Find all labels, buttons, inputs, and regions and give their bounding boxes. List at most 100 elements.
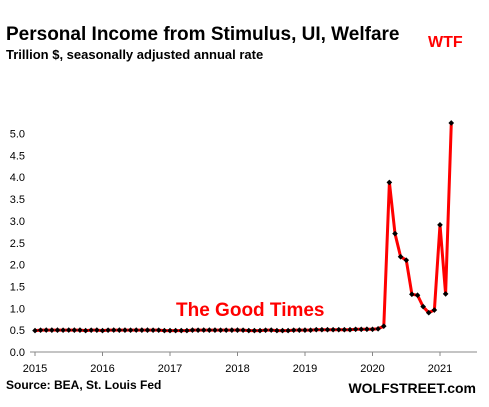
data-point-marker	[335, 326, 342, 333]
data-point-marker	[234, 327, 241, 333]
data-point-marker	[313, 326, 320, 333]
data-point-marker	[65, 327, 72, 333]
data-point-marker	[88, 327, 95, 333]
data-point-marker	[144, 327, 151, 333]
data-point-marker	[285, 327, 291, 334]
data-point-marker	[139, 327, 145, 333]
data-point-marker	[296, 327, 303, 333]
data-point-marker	[133, 327, 140, 333]
data-point-marker	[324, 326, 331, 333]
data-point-marker	[99, 327, 106, 334]
data-point-marker	[448, 120, 455, 126]
x-axis-ticks: 2015 2016 2017 2018 2019 2020 2021	[23, 352, 452, 375]
data-point-marker	[32, 327, 38, 334]
data-point-marker	[189, 327, 196, 333]
data-point-marker	[262, 327, 269, 333]
data-point-marker	[200, 327, 207, 333]
chart-title: Personal Income from Stimulus, UI, Welfa…	[6, 24, 399, 45]
data-point-marker	[184, 327, 190, 334]
data-point-marker	[274, 327, 280, 334]
y-tick-label: 3.0	[10, 216, 25, 228]
data-point-marker	[245, 327, 252, 334]
data-point-marker	[229, 327, 235, 333]
data-point-marker	[403, 257, 410, 264]
data-point-marker	[358, 326, 365, 333]
data-point-marker	[37, 327, 44, 333]
data-point-marker	[110, 327, 117, 333]
data-point-marker	[251, 327, 258, 334]
data-point-marker	[420, 303, 426, 310]
data-point-marker	[195, 327, 201, 333]
data-point-marker	[43, 327, 50, 333]
data-point-marker	[172, 327, 179, 334]
data-point-marker	[122, 327, 128, 333]
data-point-marker	[330, 326, 336, 333]
data-point-marker	[82, 327, 89, 334]
x-tick-label: 2018	[225, 363, 249, 375]
y-tick-label: 4.5	[10, 150, 25, 162]
data-point-marker	[414, 292, 421, 299]
data-point-marker	[302, 327, 308, 333]
data-point-marker	[268, 327, 275, 333]
data-point-marker	[392, 230, 398, 237]
data-point-marker	[150, 327, 156, 333]
y-tick-label: 3.5	[10, 194, 25, 206]
data-point-marker	[155, 327, 162, 333]
data-point-marker	[442, 291, 449, 297]
data-point-marker	[290, 327, 297, 333]
y-tick-label: 2.5	[10, 238, 25, 250]
data-point-marker	[217, 327, 224, 333]
data-point-marker	[167, 327, 173, 334]
x-tick-label: 2019	[293, 363, 317, 375]
brand-logo-text: WOLFSTREET.com	[348, 380, 476, 396]
data-point-marker	[49, 327, 55, 333]
annotation-good-times: The Good Times	[176, 300, 325, 321]
chart-subtitle: Trillion $, seasonally adjusted annual r…	[6, 47, 263, 62]
data-point-marker	[347, 326, 353, 333]
data-point-marker	[386, 179, 393, 186]
data-point-marker	[397, 253, 404, 260]
y-tick-label: 5.0	[10, 129, 25, 141]
data-point-marker	[127, 327, 134, 333]
y-tick-label: 0.5	[10, 325, 25, 337]
data-point-marker	[352, 326, 359, 333]
y-tick-label: 0.0	[10, 347, 25, 359]
x-tick-label: 2015	[23, 363, 47, 375]
data-point-marker	[369, 326, 376, 333]
y-tick-label: 2.0	[10, 260, 25, 272]
annotation-wtf: WTF	[428, 34, 463, 51]
data-point-marker	[105, 327, 111, 333]
data-point-marker	[161, 327, 168, 334]
series-group	[32, 120, 455, 334]
data-point-marker	[240, 327, 246, 333]
y-axis-ticks: 0.0 0.5 1.0 1.5 2.0 2.5 3.0 3.5 4.0 4.5 5.0	[10, 129, 25, 360]
data-point-marker	[431, 307, 438, 313]
data-point-marker	[437, 221, 443, 228]
data-point-marker	[319, 326, 325, 333]
data-point-marker	[212, 327, 218, 333]
data-point-marker	[206, 327, 213, 333]
data-point-marker	[71, 327, 78, 333]
data-point-marker	[341, 326, 348, 333]
data-point-marker	[380, 323, 387, 330]
data-point-marker	[223, 327, 230, 333]
data-point-marker	[409, 291, 415, 298]
x-tick-label: 2020	[360, 363, 384, 375]
data-point-marker	[60, 327, 66, 333]
data-point-marker	[77, 327, 83, 333]
source-note: Source: BEA, St. Louis Fed	[6, 378, 161, 392]
x-tick-label: 2021	[428, 363, 452, 375]
data-point-marker	[279, 327, 286, 334]
x-tick-label: 2017	[158, 363, 182, 375]
y-tick-label: 4.0	[10, 172, 25, 184]
data-point-marker	[364, 326, 370, 333]
data-point-marker	[425, 309, 432, 316]
y-tick-label: 1.0	[10, 303, 25, 315]
x-tick-label: 2016	[90, 363, 114, 375]
data-point-marker	[178, 327, 185, 334]
data-point-marker	[116, 327, 123, 333]
data-point-marker	[307, 327, 314, 333]
data-point-marker	[257, 327, 263, 334]
data-point-marker	[54, 327, 61, 333]
